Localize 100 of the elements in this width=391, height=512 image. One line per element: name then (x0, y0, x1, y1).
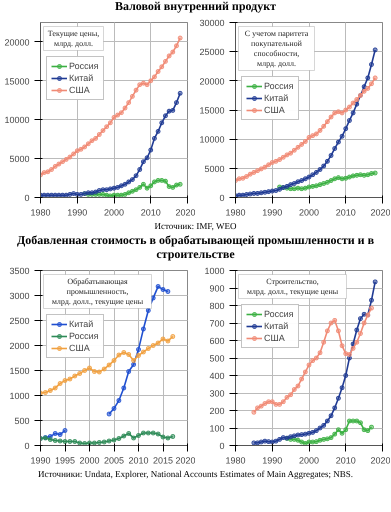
point (302, 432, 308, 437)
point (372, 48, 378, 52)
point (340, 134, 344, 139)
point (255, 405, 260, 410)
point (150, 343, 156, 348)
point (314, 439, 319, 444)
point (328, 413, 334, 418)
point (299, 178, 304, 183)
point (108, 186, 113, 192)
point (255, 168, 260, 174)
point (310, 430, 316, 435)
chart-title: Валовой внутренний продукт (114, 0, 276, 14)
point (318, 426, 322, 430)
point (146, 346, 151, 351)
point (121, 350, 126, 355)
point (343, 126, 348, 132)
point (372, 76, 378, 80)
point (328, 153, 334, 158)
point (350, 110, 356, 116)
point (144, 155, 150, 160)
point (299, 440, 304, 444)
point (152, 136, 157, 141)
point (160, 434, 166, 440)
y-tick-label: 800 (209, 301, 225, 311)
point (141, 350, 146, 354)
point (365, 86, 370, 91)
point (100, 187, 106, 192)
point (87, 366, 92, 370)
x-tick-label: 1990 (262, 456, 282, 466)
legend-label: Россия (264, 309, 294, 319)
point (248, 192, 253, 196)
point (118, 183, 124, 188)
point (369, 171, 374, 176)
point (166, 436, 170, 440)
text: Текущие цены, млрд. долл. (48, 29, 100, 48)
legend-label: США (264, 105, 285, 115)
point (78, 146, 84, 152)
point (296, 438, 300, 443)
point (369, 298, 374, 303)
x-tick-label: 1990 (262, 208, 282, 218)
point (284, 152, 290, 158)
point (106, 438, 112, 444)
point (362, 84, 367, 90)
point (306, 184, 312, 190)
x-tick-label: 2020 (175, 456, 196, 466)
point (104, 124, 110, 130)
point (115, 112, 120, 118)
y-tick-label: 0 (219, 193, 225, 203)
point (354, 97, 360, 102)
point (150, 430, 156, 436)
point (118, 110, 124, 116)
point (288, 182, 294, 188)
point (347, 104, 352, 110)
point (134, 187, 138, 192)
point (93, 190, 98, 194)
point (292, 181, 297, 186)
point (284, 394, 290, 400)
point (78, 192, 84, 197)
point (126, 190, 132, 196)
y-tick-label: 1000 (9, 391, 30, 401)
x-tick-label: 1980 (30, 208, 51, 218)
point (306, 430, 312, 436)
point (144, 186, 150, 191)
legend-label: Россия (69, 331, 99, 341)
point (160, 287, 166, 292)
point (318, 167, 322, 172)
point (77, 371, 82, 376)
point (318, 350, 322, 356)
x-tick-label: 1980 (225, 208, 246, 218)
point (141, 159, 146, 164)
point (82, 144, 87, 150)
x-tick-label: 1990 (30, 456, 51, 466)
x-tick-label: 2005 (104, 456, 124, 466)
point (347, 118, 352, 123)
point (343, 427, 348, 432)
point (52, 386, 58, 390)
point (64, 156, 69, 162)
point (174, 100, 179, 106)
point (74, 148, 80, 154)
point (112, 114, 116, 120)
point (324, 119, 330, 124)
point (292, 148, 297, 153)
point (262, 190, 268, 195)
point (115, 184, 120, 190)
point (90, 138, 94, 144)
y-tick-label: 15000 (4, 76, 30, 86)
point (365, 172, 370, 178)
x-tick-label: 2010 (140, 208, 161, 218)
point (258, 440, 264, 444)
legend-label: Россия (69, 61, 99, 71)
point (112, 186, 116, 191)
point (163, 58, 168, 64)
point (328, 435, 334, 440)
point (121, 434, 126, 438)
point (296, 186, 300, 191)
text: С учетом паритета покупательной способности, млрд. долл. (244, 29, 309, 68)
y-tick-label: 0 (24, 441, 30, 451)
point (170, 108, 176, 113)
point (48, 388, 53, 393)
y-tick-label: 5000 (9, 154, 30, 164)
